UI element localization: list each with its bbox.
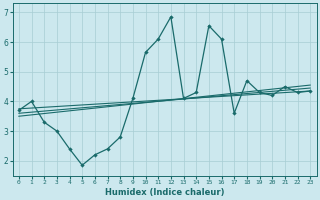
X-axis label: Humidex (Indice chaleur): Humidex (Indice chaleur)	[105, 188, 224, 197]
